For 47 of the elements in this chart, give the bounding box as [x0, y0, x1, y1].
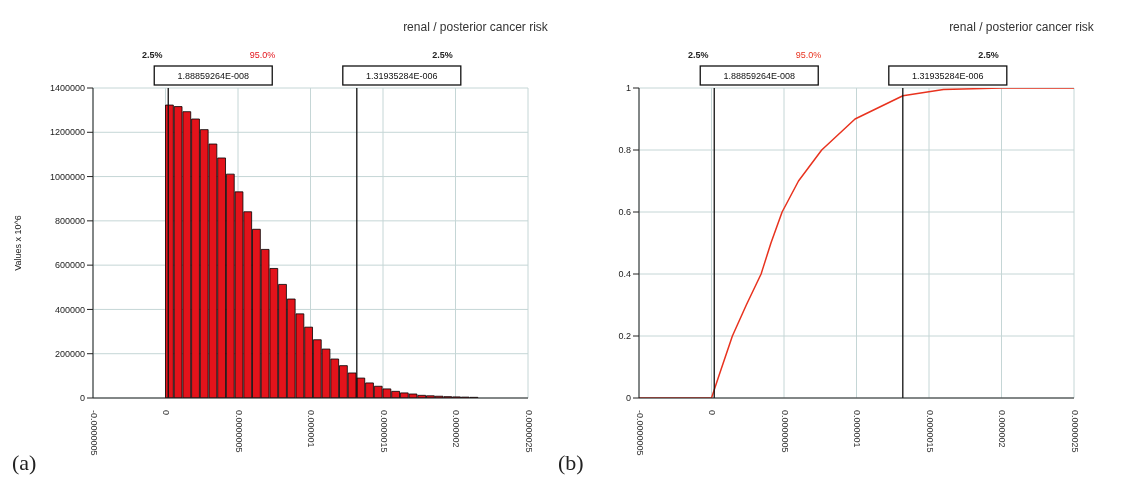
y-tick-label: 1000000: [49, 171, 85, 182]
y-tick-label: 200000: [54, 348, 85, 359]
y-tick-label: 600000: [54, 260, 85, 271]
x-tick-label: 0.000002: [997, 410, 1008, 448]
callout-box: 1.88859264E-008: [153, 65, 273, 86]
x-tick-label: 0.0000015: [378, 410, 389, 453]
x-tick-label: 0.000002: [451, 410, 462, 448]
y-tick-label: 1: [625, 83, 631, 94]
text: 95.0%: [795, 50, 822, 60]
y-tick-label: 0.8: [618, 145, 631, 156]
y-tick-label: 0.6: [618, 207, 631, 218]
x-tick-label: 0: [707, 410, 718, 416]
x-tick-label: -0.0000005: [634, 410, 645, 456]
x-tick-label: 0.000001: [306, 410, 317, 448]
text: 2.5%: [978, 50, 999, 60]
x-tick-label: 0.0000005: [779, 410, 790, 453]
y-tick-label: 800000: [54, 216, 85, 227]
chart-title: renal / posterior cancer risk: [948, 20, 1095, 34]
x-tick-label: 0.0000015: [924, 410, 935, 453]
y-axis-title: Values x 10^6: [13, 215, 24, 271]
text: 2.5%: [687, 50, 709, 60]
text: 95.0%: [249, 50, 276, 60]
ref-line-label: 1.88859264E-008: [723, 71, 796, 81]
callout-box: 1.31935284E-006: [888, 65, 1008, 86]
ref-line-label: 1.88859264E-008: [177, 71, 250, 81]
text: (b): [558, 450, 584, 475]
x-tick-label: 0.0000005: [233, 410, 244, 453]
x-tick-label: -0.0000005: [88, 410, 99, 456]
y-tick-label: 400000: [54, 304, 85, 315]
y-tick-label: 0: [625, 393, 631, 404]
x-tick-label: 0.0000025: [523, 410, 534, 453]
y-tick-label: 1200000: [49, 127, 85, 138]
text: 2.5%: [141, 50, 163, 60]
ref-line-label: 1.31935284E-006: [912, 71, 984, 81]
text: (a): [12, 450, 37, 475]
ref-line-label: 1.31935284E-006: [366, 71, 438, 81]
y-tick-label: 1400000: [49, 83, 85, 94]
y-tick-label: 0.4: [618, 269, 631, 280]
x-tick-label: 0: [161, 410, 172, 416]
callout-box: 1.31935284E-006: [342, 65, 462, 86]
y-tick-label: 0.2: [618, 331, 631, 342]
y-tick-label: 0: [79, 393, 85, 404]
text: 2.5%: [432, 50, 453, 60]
x-tick-label: 0.0000025: [1069, 410, 1080, 453]
callout-box: 1.88859264E-008: [699, 65, 819, 86]
x-tick-label: 0.000001: [852, 410, 863, 448]
chart-title: renal / posterior cancer risk: [402, 20, 549, 34]
